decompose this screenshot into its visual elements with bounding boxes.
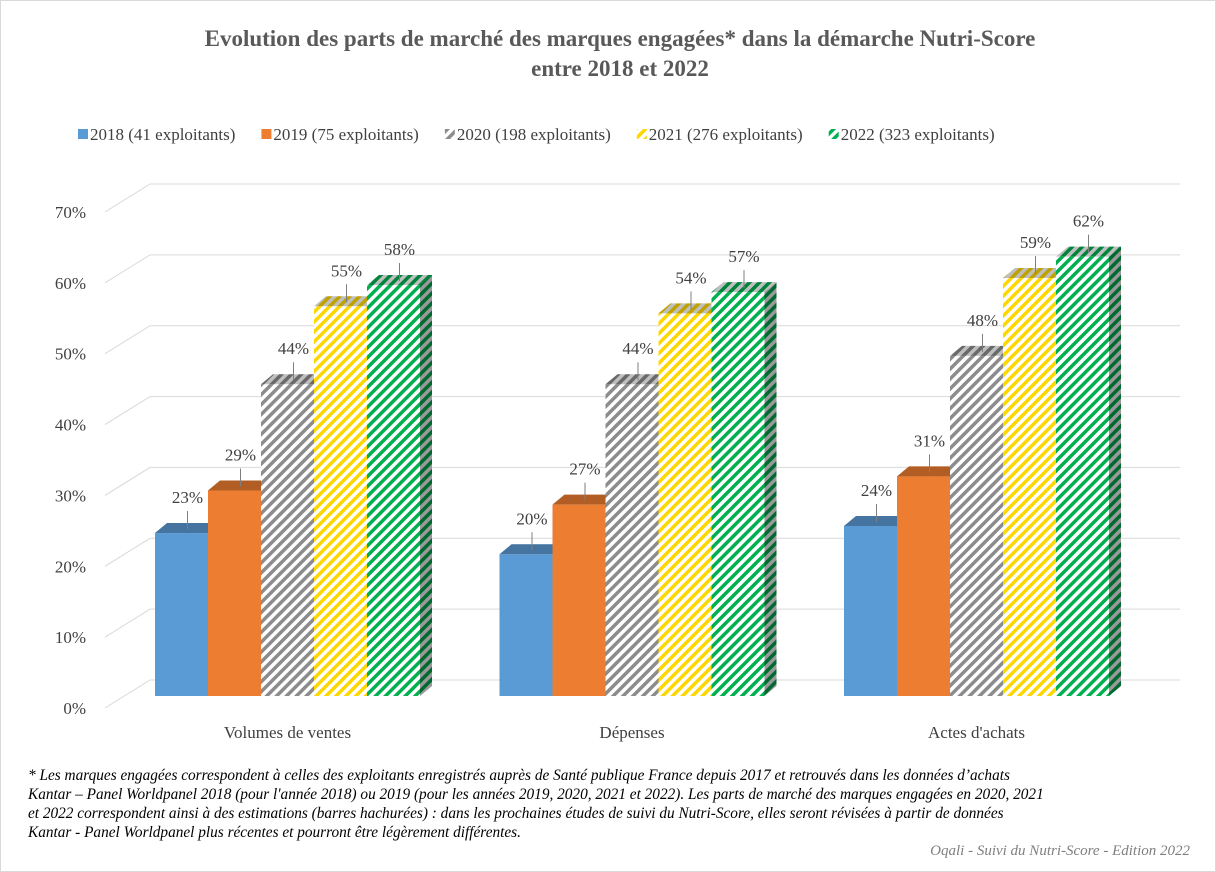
legend-label: 2019 (75 exploitants) — [273, 125, 418, 144]
y-tick-label: 30% — [55, 486, 86, 505]
value-label: 20% — [516, 509, 547, 528]
value-label: 55% — [331, 261, 362, 280]
value-label: 44% — [622, 339, 653, 358]
legend-label: 2020 (198 exploitants) — [457, 125, 611, 144]
bar — [1056, 256, 1109, 696]
value-label: 27% — [569, 460, 600, 479]
grid-line — [104, 254, 1180, 284]
bar — [314, 306, 367, 696]
x-tick-label: Actes d'achats — [928, 723, 1025, 742]
y-tick-label: 10% — [55, 628, 86, 647]
bar — [1003, 277, 1056, 696]
footnote-line: Kantar – Panel Worldpanel 2018 (pour l'a… — [28, 786, 1044, 803]
source: Oqali - Suivi du Nutri-Score - Edition 2… — [930, 843, 1190, 859]
bar — [605, 384, 659, 696]
footnote-line: * Les marques engagées correspondent à c… — [28, 767, 1010, 784]
legend-swatch — [828, 129, 839, 139]
bar-side-shade — [1109, 246, 1121, 696]
grid-line — [104, 466, 1180, 496]
bar — [499, 554, 553, 696]
bar — [261, 384, 314, 696]
bar — [950, 355, 1003, 696]
bar — [155, 533, 208, 696]
x-tick-label: Volumes de ventes — [224, 723, 351, 742]
value-label: 24% — [861, 481, 892, 500]
grid-line — [104, 608, 1180, 638]
bar-side — [1109, 246, 1121, 696]
legend-label: 2018 (41 exploitants) — [90, 125, 235, 144]
legend-swatch — [444, 129, 455, 139]
y-tick-label: 50% — [55, 345, 86, 364]
value-label: 59% — [1020, 233, 1051, 252]
bar — [897, 476, 950, 696]
y-tick-label: 60% — [55, 274, 86, 293]
bar — [208, 490, 261, 696]
grid-line — [104, 537, 1180, 567]
footnote-line: et 2022 correspondent ainsi à des estima… — [28, 805, 1004, 822]
y-tick-label: 40% — [55, 416, 86, 435]
value-label: 48% — [967, 311, 998, 330]
chart-title: entre 2018 et 2022 — [531, 56, 709, 81]
bar — [658, 313, 712, 696]
value-label: 23% — [172, 488, 203, 507]
footnote-line: Kantar - Panel Worldpanel plus récentes … — [28, 824, 521, 841]
value-label: 29% — [225, 446, 256, 465]
bar — [844, 525, 897, 696]
grid-line — [104, 679, 1180, 709]
chart-title: Evolution des parts de marché des marque… — [205, 26, 1036, 51]
value-label: 57% — [728, 247, 759, 266]
bar — [711, 292, 765, 696]
value-label: 62% — [1073, 212, 1104, 231]
bar-side-shade — [420, 275, 432, 696]
bar-side-shade — [764, 282, 777, 696]
value-label: 44% — [278, 339, 309, 358]
grid-line — [104, 325, 1180, 355]
bar — [367, 285, 420, 696]
legend-swatch — [636, 129, 647, 139]
legend-swatch — [261, 129, 272, 139]
bar — [552, 504, 606, 696]
y-tick-label: 70% — [55, 203, 86, 222]
legend-swatch — [78, 129, 88, 139]
y-tick-label: 0% — [63, 699, 86, 718]
grid-line — [104, 396, 1180, 425]
legend-label: 2021 (276 exploitants) — [649, 125, 803, 144]
value-label: 54% — [675, 268, 706, 287]
y-tick-label: 20% — [55, 557, 86, 576]
bar-side — [764, 282, 777, 696]
x-tick-label: Dépenses — [599, 723, 664, 742]
value-label: 31% — [914, 431, 945, 450]
grid-line — [104, 183, 1180, 213]
footnote: * Les marques engagées correspondent à c… — [28, 766, 1208, 842]
value-label: 58% — [384, 240, 415, 259]
legend-label: 2022 (323 exploitants) — [841, 125, 995, 144]
bar-side — [420, 275, 432, 696]
